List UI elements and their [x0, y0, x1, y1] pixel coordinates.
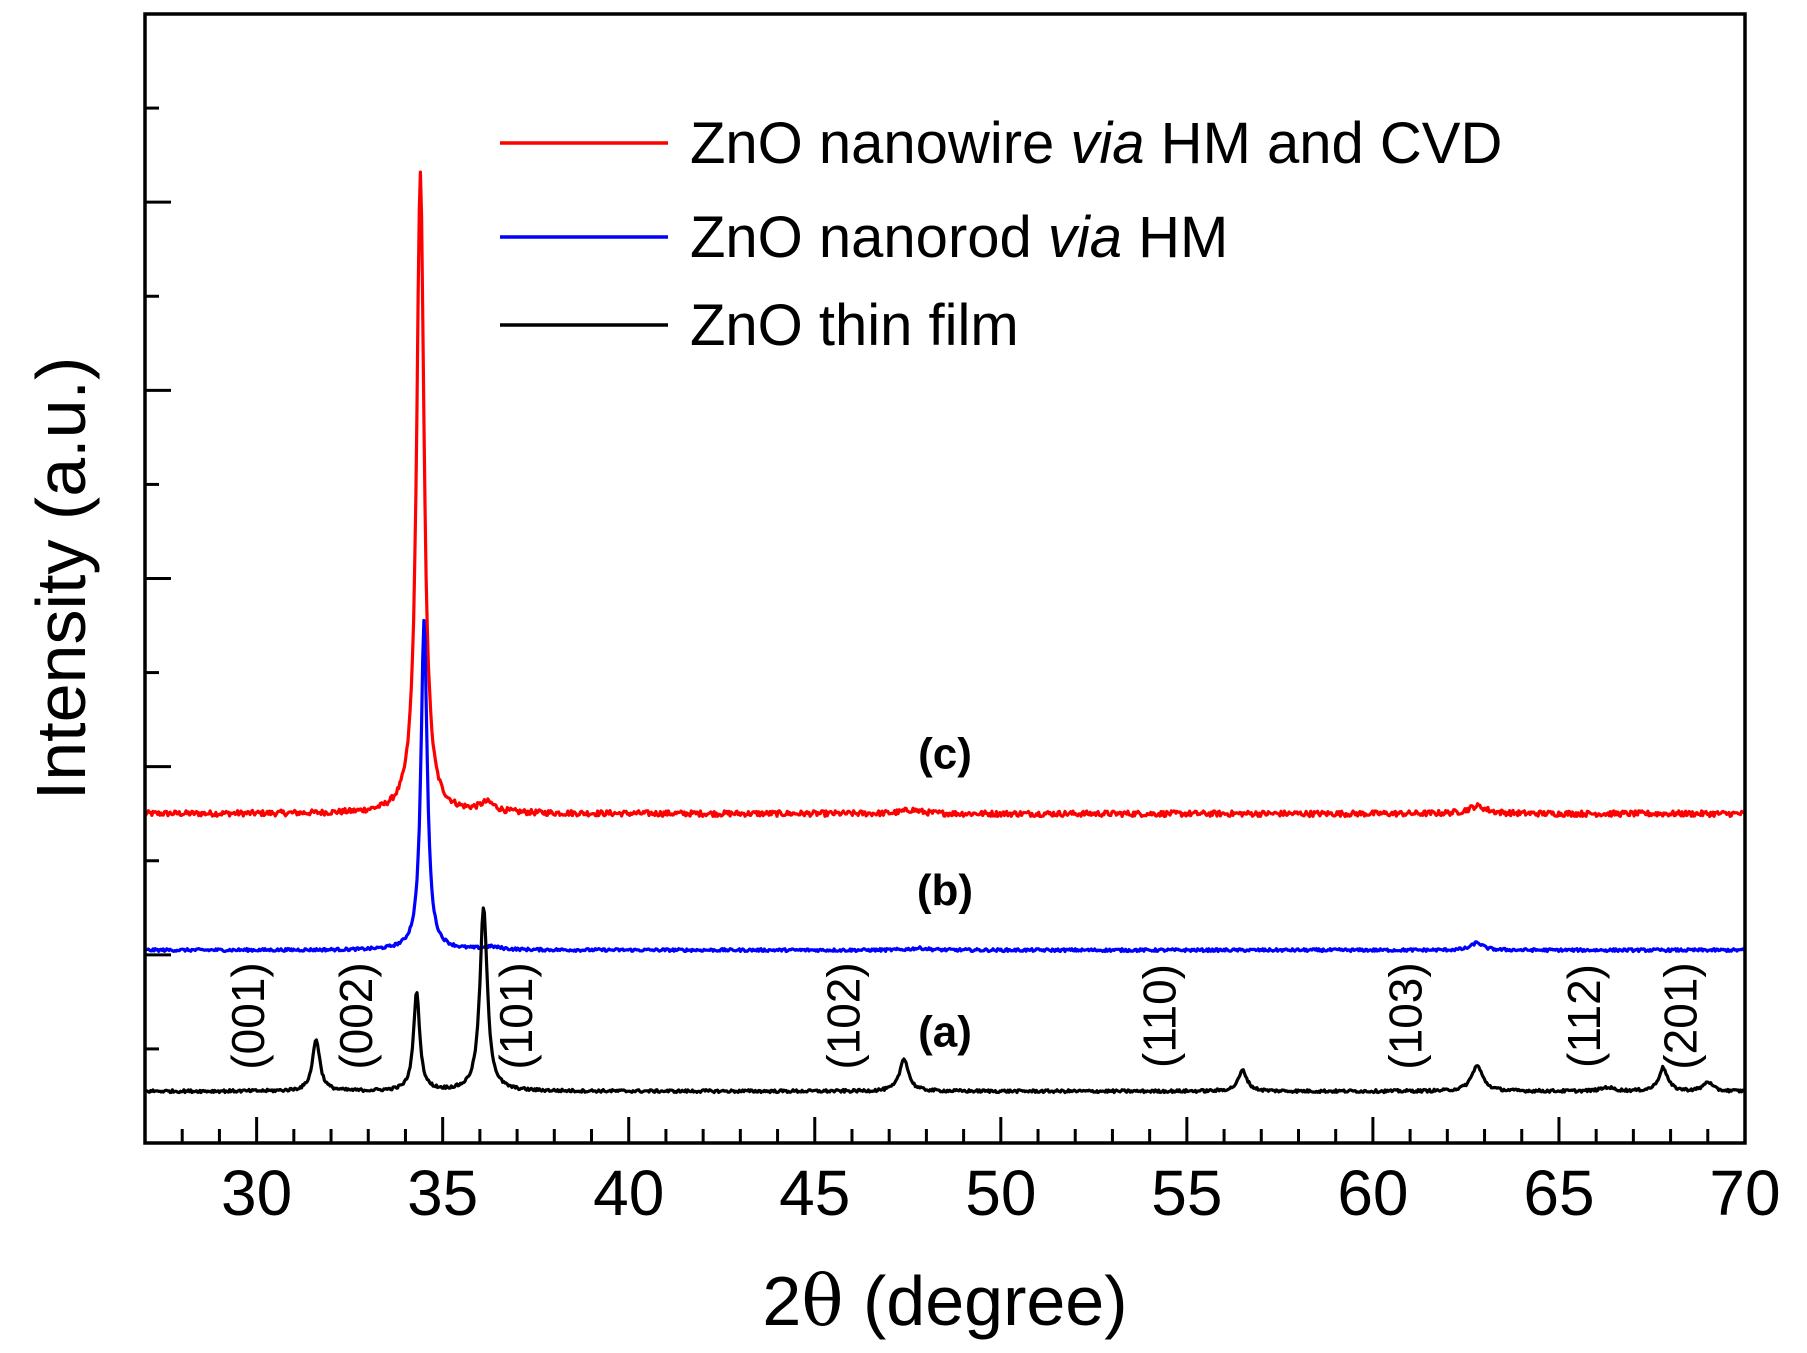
peak-annotation: (103): [1379, 962, 1431, 1069]
x-tick-label: 30: [221, 1157, 292, 1229]
trace-label-nanorod: (b): [917, 866, 973, 915]
legend-label-nanowire: ZnO nanowire via HM and CVD: [690, 111, 1502, 176]
peak-annotation: (001): [222, 962, 274, 1069]
series-line-nanorod: [143, 618, 1746, 954]
x-axis-title-suffix: (degree): [844, 1262, 1128, 1340]
y-axis-title: Intensity (a.u.): [22, 357, 100, 801]
peak-annotation: (110): [1134, 964, 1186, 1068]
peak-annotation: (112): [1558, 964, 1610, 1068]
peak-annotation: (002): [330, 962, 382, 1069]
x-axis-title: 2θ (degree): [762, 1260, 1127, 1342]
x-tick-label: 70: [1709, 1157, 1780, 1229]
legend-label-thinfilm: ZnO thin film: [690, 293, 1019, 358]
x-tick-label: 55: [1151, 1157, 1222, 1229]
x-axis-title-symbol: θ: [801, 1260, 843, 1342]
peak-annotation: (201): [1655, 962, 1707, 1069]
x-axis-title-prefix: 2: [762, 1262, 801, 1340]
x-tick-label: 40: [593, 1157, 664, 1229]
annotation-layer: (001) (002) (101) (102) (110) (103) (112) (201): [222, 962, 1707, 1069]
axes-layer: 30 35 40 45 50 55 60 65 70: [143, 12, 1781, 1229]
peak-annotation: (102): [817, 962, 869, 1069]
legend: ZnO nanowire via HM and CVD ZnO nanorod v…: [500, 111, 1502, 358]
series-layer: (c) (b) (a): [143, 170, 1747, 1095]
trace-label-thinfilm: (a): [918, 1007, 972, 1056]
x-tick-label: 50: [965, 1157, 1036, 1229]
x-tick-label: 60: [1337, 1157, 1408, 1229]
series-line-thinfilm: [144, 906, 1747, 1095]
plot-frame: [143, 12, 1747, 1145]
x-tick-label: 45: [779, 1157, 850, 1229]
peak-annotation: (101): [490, 962, 542, 1069]
series-line-nanowire: [143, 170, 1746, 819]
x-tick-label: 35: [407, 1157, 478, 1229]
legend-label-nanorod: ZnO nanorod via HM: [690, 205, 1228, 270]
x-tick-label: 65: [1523, 1157, 1594, 1229]
trace-label-nanowire: (c): [918, 730, 972, 779]
